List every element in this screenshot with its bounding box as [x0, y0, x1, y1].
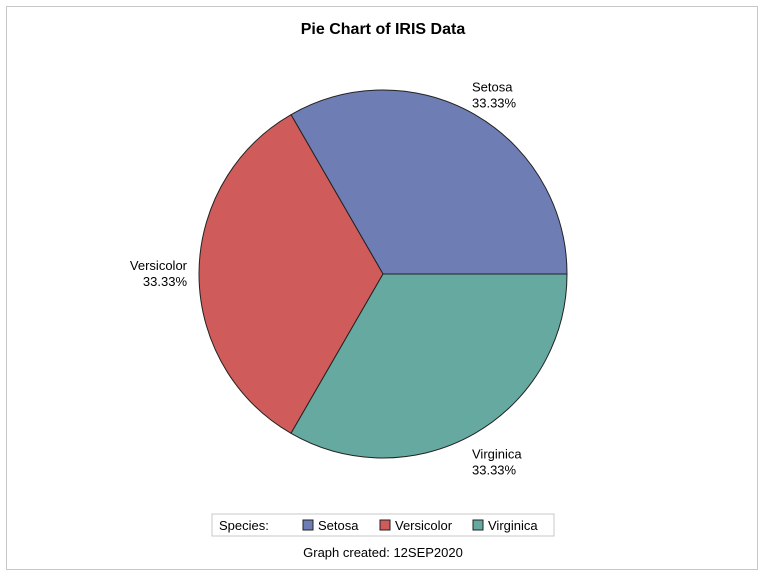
slice-label-virginica: Virginica	[472, 446, 522, 461]
slice-value-label-setosa: 33.33%	[472, 96, 517, 111]
slice-value-label-versicolor: 33.33%	[143, 274, 188, 289]
pie-slice-setosa	[290, 89, 568, 275]
legend: Species: Setosa Versicolor Virginica	[211, 513, 555, 537]
slice-label-versicolor: Versicolor	[130, 258, 188, 273]
legend-swatch-versicolor	[379, 519, 391, 531]
pie-slices	[198, 89, 568, 459]
pie-slice-virginica	[290, 273, 568, 459]
pie-slice-labels: Setosa33.33%Versicolor33.33%Virginica33.…	[130, 80, 522, 478]
legend-label-virginica: Virginica	[488, 518, 538, 533]
legend-entries: Setosa Versicolor Virginica	[302, 518, 538, 533]
chart-title: Pie Chart of IRIS Data	[301, 21, 466, 38]
footnote: Graph created: 12SEP2020	[303, 545, 463, 560]
legend-swatch-virginica	[472, 519, 484, 531]
slice-label-setosa: Setosa	[472, 80, 513, 95]
legend-label-setosa: Setosa	[318, 518, 359, 533]
legend-title: Species:	[219, 518, 269, 533]
slice-value-label-virginica: 33.33%	[472, 462, 517, 477]
legend-swatch-setosa	[302, 519, 314, 531]
legend-label-versicolor: Versicolor	[395, 518, 453, 533]
pie-slice-versicolor	[198, 113, 384, 435]
